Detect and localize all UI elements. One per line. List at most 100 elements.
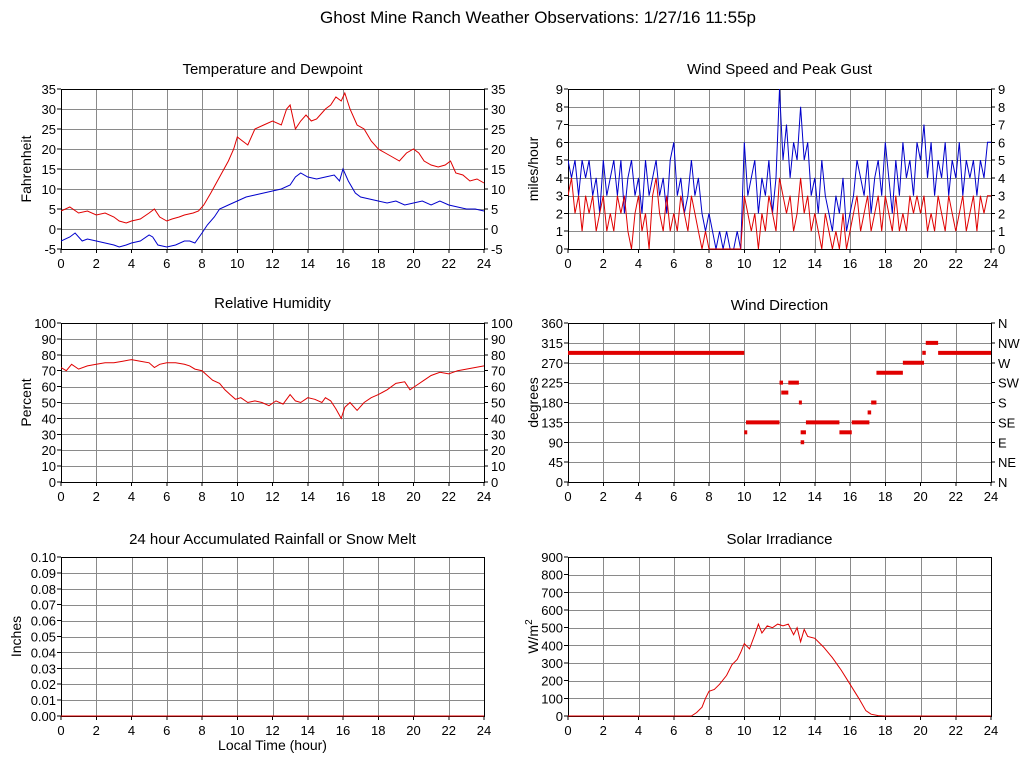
winddir-xtick-label: 16 xyxy=(843,489,857,504)
humidity-xtick-label: 18 xyxy=(371,489,385,504)
winddir-ytick-label: 180 xyxy=(541,396,563,411)
humidity-right-ytick-label: 10 xyxy=(491,459,505,474)
winddir-right-ytick-label: N xyxy=(998,475,1007,490)
rain-xtick-label: 14 xyxy=(301,723,315,738)
wind-right-ytick-label: 7 xyxy=(998,118,1005,133)
humidity-ytick-label: 40 xyxy=(42,411,56,426)
temp-xtick-label: 6 xyxy=(163,256,170,271)
humidity-ytick-label: 0 xyxy=(49,475,56,490)
rain-ytick-label: 0.05 xyxy=(31,630,56,645)
wind-xtick-label: 20 xyxy=(913,256,927,271)
humidity-ytick-label: 60 xyxy=(42,380,56,395)
humidity-plot-area xyxy=(61,359,485,420)
rain-ytick-label: 0.03 xyxy=(31,661,56,676)
wind-right-ytick-label: 8 xyxy=(998,100,1005,115)
humidity-xtick-label: 2 xyxy=(93,489,100,504)
temp-ytick-label: 15 xyxy=(42,162,56,177)
rain-xlabel: Local Time (hour) xyxy=(218,737,327,753)
winddir-right-ytick-label: E xyxy=(998,435,1007,450)
wind-xtick-label: 12 xyxy=(772,256,786,271)
winddir-right-ytick-label: W xyxy=(998,356,1011,371)
temp-right-ytick-label: 25 xyxy=(491,122,505,137)
temp-plot-area xyxy=(61,91,485,248)
temp-xtick-label: 14 xyxy=(301,256,315,271)
winddir-xtick-label: 24 xyxy=(984,489,998,504)
rain-xtick-label: 12 xyxy=(265,723,279,738)
winddir-ylabel: degrees xyxy=(525,377,541,428)
temp-ytick-label: 5 xyxy=(49,202,56,217)
winddir-right-ytick-label: SE xyxy=(998,415,1016,430)
rain-xtick-label: 2 xyxy=(93,723,100,738)
temp-ylabel-text: Fahrenheit xyxy=(18,135,34,202)
solar-xtick-label: 6 xyxy=(670,723,677,738)
solar-xtick-label: 4 xyxy=(635,723,642,738)
rain-ytick-label: 0.02 xyxy=(31,677,56,692)
solar-title: Solar Irradiance xyxy=(727,531,833,548)
rain-ytick-label: 0.01 xyxy=(31,693,56,708)
temp-xtick-label: 4 xyxy=(128,256,135,271)
solar-xtick-label: 20 xyxy=(913,723,927,738)
winddir-right-ytick-label: N xyxy=(998,316,1007,331)
humidity-xtick-label: 4 xyxy=(128,489,135,504)
temp-right-ytick-label: 35 xyxy=(491,82,505,97)
wind-right-ytick-label: 1 xyxy=(998,224,1005,239)
temp-xtick-label: 22 xyxy=(442,256,456,271)
winddir-ytick-label: 315 xyxy=(541,336,563,351)
rain-xtick-label: 22 xyxy=(442,723,456,738)
rain-title: 24 hour Accumulated Rainfall or Snow Mel… xyxy=(129,531,417,548)
humidity-ylabel-text: Percent xyxy=(18,378,34,426)
humidity-xtick-label: 0 xyxy=(57,489,64,504)
rain-ytick-label: 0.00 xyxy=(31,709,56,724)
humidity-right-ytick-label: 90 xyxy=(491,332,505,347)
humidity-right-ytick-label: 40 xyxy=(491,411,505,426)
humidity-right-ytick-label: 20 xyxy=(491,443,505,458)
humidity-right-ytick-label: 60 xyxy=(491,380,505,395)
wind-xtick-label: 16 xyxy=(843,256,857,271)
rain-ytick-label: 0.06 xyxy=(31,614,56,629)
wind-right-ytick-label: 3 xyxy=(998,189,1005,204)
solar-series-red-line xyxy=(568,622,991,717)
solar-ytick-label: 900 xyxy=(541,550,563,565)
rain-xtick-label: 6 xyxy=(163,723,170,738)
solar-ylabel: W/m2 xyxy=(524,619,541,654)
temp-ytick-label: 35 xyxy=(42,82,56,97)
rain-ylabel: Inches xyxy=(8,616,24,657)
wind-ytick-label: 1 xyxy=(556,224,563,239)
temp-ytick-label: 30 xyxy=(42,102,56,117)
rain-xtick-label: 18 xyxy=(371,723,385,738)
temp-right-ytick-label: 5 xyxy=(491,202,498,217)
wind-right-ytick-label: 9 xyxy=(998,82,1005,97)
rain-xtick-label: 20 xyxy=(406,723,420,738)
wind-series-blue-line xyxy=(568,88,991,250)
temp-ytick-label: 10 xyxy=(42,182,56,197)
solar-ytick-label: 200 xyxy=(541,674,563,689)
solar-xtick-label: 22 xyxy=(949,723,963,738)
humidity-ytick-label: 100 xyxy=(34,316,56,331)
temp-ytick-label: 0 xyxy=(49,222,56,237)
humidity-xtick-label: 24 xyxy=(477,489,491,504)
wind-ytick-label: 2 xyxy=(556,206,563,221)
humidity-right-ytick-label: 70 xyxy=(491,364,505,379)
winddir-xtick-label: 0 xyxy=(564,489,571,504)
temp-xtick-label: 12 xyxy=(265,256,279,271)
solar-ytick-label: 100 xyxy=(541,691,563,706)
humidity-ytick-label: 10 xyxy=(42,459,56,474)
wind-xtick-label: 6 xyxy=(670,256,677,271)
winddir-xtick-label: 4 xyxy=(635,489,642,504)
winddir-ytick-label: 135 xyxy=(541,415,563,430)
humidity-right-ytick-label: 30 xyxy=(491,427,505,442)
humidity-right-ytick-label: 0 xyxy=(491,475,498,490)
temp-ytick-label: 25 xyxy=(42,122,56,137)
temp-series-red-line xyxy=(61,91,485,224)
rain-ylabel-text: Inches xyxy=(8,616,24,657)
humidity-right-ytick-label: 50 xyxy=(491,396,505,411)
temp-title: Temperature and Dewpoint xyxy=(182,61,363,78)
winddir-xtick-label: 20 xyxy=(913,489,927,504)
solar-xtick-label: 16 xyxy=(843,723,857,738)
humidity-xtick-label: 8 xyxy=(198,489,205,504)
solar-ylabel-text: W/m xyxy=(525,625,541,654)
solar-ytick-label: 300 xyxy=(541,656,563,671)
